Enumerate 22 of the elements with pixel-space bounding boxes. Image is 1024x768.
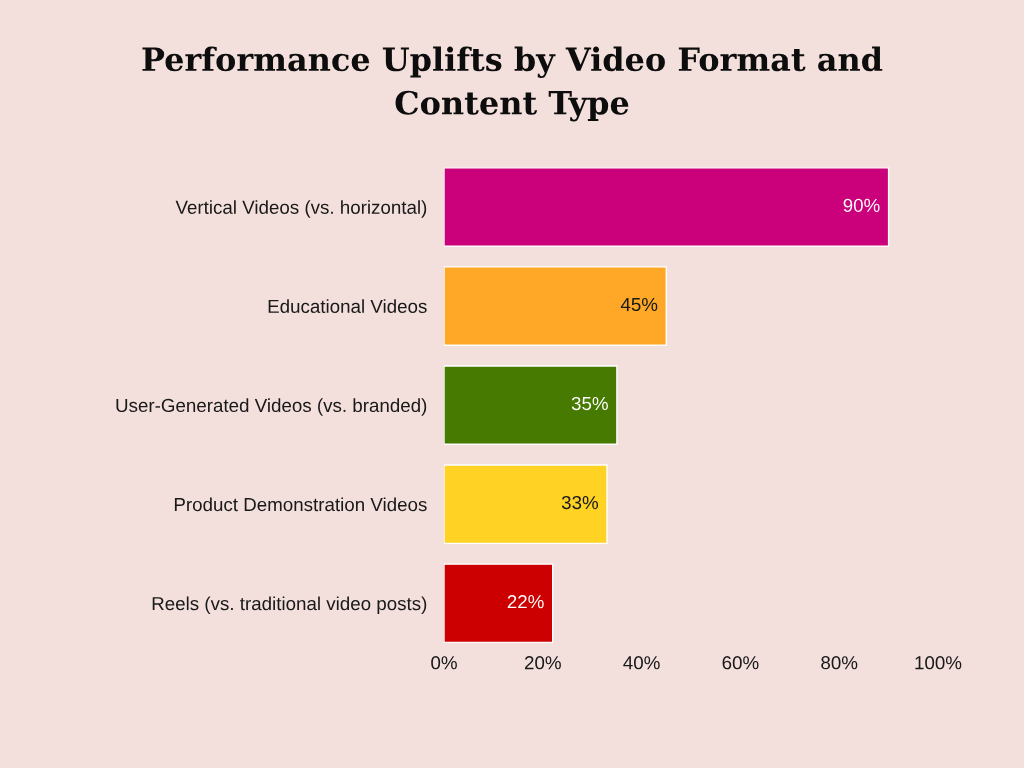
- data-label: 45%: [620, 297, 658, 312]
- x-tick-label: 80%: [821, 656, 858, 670]
- bar: [444, 167, 890, 247]
- data-label: 35%: [571, 396, 608, 411]
- y-tick-label: User-Generated Videos (vs. branded): [116, 398, 427, 416]
- y-tick-label: Vertical Videos (vs. horizontal): [175, 200, 427, 218]
- y-tick-label: Product Demonstration Videos: [174, 497, 427, 512]
- x-tick-label: 0%: [431, 656, 457, 670]
- x-tick-label: 100%: [915, 656, 962, 670]
- bar: [444, 365, 618, 445]
- data-label: 90%: [843, 198, 880, 213]
- y-tick-label: Educational Videos: [268, 299, 427, 314]
- data-label: 22%: [507, 595, 544, 609]
- chart-title: Performance Uplifts by Video Format and Content Type: [142, 46, 883, 122]
- x-tick-label: 20%: [524, 656, 561, 670]
- y-tick-label: Reels (vs. traditional video posts): [152, 596, 427, 614]
- x-tick-label: 40%: [623, 656, 660, 670]
- bar: [444, 563, 554, 644]
- data-label: 33%: [561, 495, 599, 510]
- bar: [444, 464, 608, 545]
- bar: [444, 266, 667, 346]
- x-tick-label: 60%: [722, 656, 759, 670]
